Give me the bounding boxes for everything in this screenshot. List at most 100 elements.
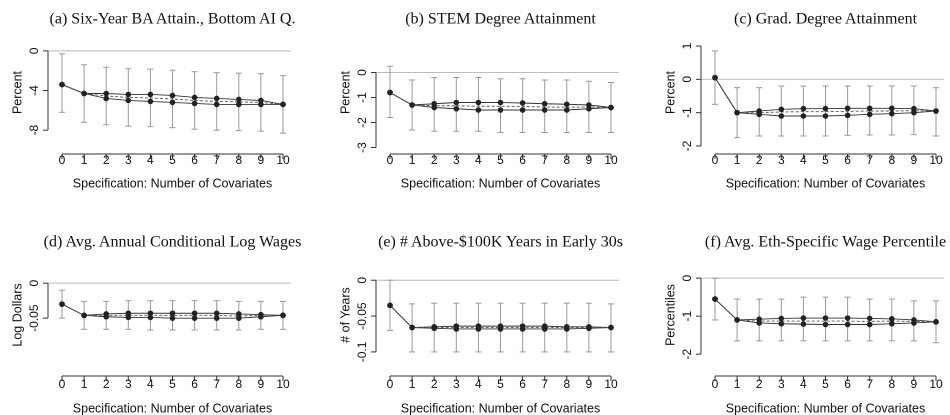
upper-point	[236, 96, 242, 103]
x-tick-label: 4	[147, 377, 154, 391]
y-tick-label: 1	[680, 42, 694, 49]
x-tick-label: 8	[563, 153, 570, 167]
upper-point	[191, 94, 198, 101]
x-tick-label: 10	[929, 153, 943, 167]
upper-point	[911, 105, 917, 112]
lower-point	[608, 104, 614, 111]
lower-point	[81, 90, 87, 97]
x-tick-label: 0	[59, 153, 66, 167]
y-tick-label: 0	[27, 47, 41, 54]
x-tick-label: 7	[213, 377, 220, 391]
lower-point	[933, 319, 939, 325]
x-tick-label: 7	[541, 153, 548, 167]
x-tick-label: 7	[866, 377, 873, 391]
lower-point	[756, 111, 762, 118]
upper-point	[519, 100, 526, 106]
x-tick-label: 9	[258, 153, 265, 167]
x-tick-label: 9	[586, 153, 593, 167]
x-axis-label: Specification: Number of Covariates	[726, 176, 925, 190]
lower-point	[453, 326, 460, 332]
y-tick-label: -2	[680, 140, 694, 151]
x-tick-label: 8	[235, 377, 242, 391]
x-tick-label: 10	[604, 377, 618, 391]
upper-point	[822, 315, 829, 321]
lower-point	[822, 321, 829, 328]
x-tick-label: 10	[276, 377, 290, 391]
y-tick-label: -1	[680, 310, 694, 321]
upper-point	[541, 100, 548, 107]
upper-point	[103, 90, 109, 97]
x-tick-label: 6	[844, 377, 851, 391]
lower-point	[280, 312, 286, 319]
lower-point	[778, 320, 785, 327]
y-tick-label: -4	[27, 85, 41, 96]
panel-title: (e) # Above-$100K Years in Early 30s	[378, 234, 623, 251]
middle-line	[714, 77, 937, 114]
x-tick-label: 2	[431, 153, 438, 167]
lower-point	[734, 109, 740, 116]
x-tick-label: 9	[911, 377, 918, 391]
lower-point	[564, 326, 570, 332]
upper-point	[564, 101, 570, 108]
upper-point	[258, 97, 264, 104]
x-tick-label: 1	[734, 153, 741, 167]
y-axis-label: Percent	[10, 70, 24, 114]
x-tick-label: 6	[191, 153, 198, 167]
upper-point	[822, 105, 829, 112]
upper-point	[800, 105, 807, 112]
y-tick-label: 0	[680, 76, 694, 83]
upper-point	[191, 310, 198, 317]
lower-point	[866, 111, 873, 118]
x-tick-label: 8	[888, 153, 895, 167]
lower-point	[103, 95, 109, 102]
upper-point	[213, 310, 220, 317]
upper-point	[125, 91, 132, 98]
lower-point	[59, 301, 65, 307]
y-axis-label: Percent	[338, 70, 352, 114]
upper-point	[147, 91, 154, 98]
lower-point	[169, 99, 176, 106]
lower-point	[756, 320, 762, 326]
y-tick-label: -1	[680, 107, 694, 118]
x-tick-label: 9	[911, 153, 918, 167]
upper-point	[125, 310, 132, 317]
x-tick-label: 6	[844, 153, 851, 167]
lower-point	[213, 101, 220, 108]
x-tick-label: 0	[59, 377, 66, 391]
lower-point	[280, 101, 286, 108]
lower-point	[387, 89, 393, 96]
y-tick-label: 0	[27, 280, 41, 287]
lower-point	[475, 326, 482, 332]
lower-point	[191, 315, 198, 321]
x-tick-label: 3	[125, 377, 132, 391]
x-tick-label: 1	[734, 377, 741, 391]
x-tick-label: 4	[800, 377, 807, 391]
middle-line	[389, 92, 612, 108]
x-tick-label: 0	[712, 153, 719, 167]
lower-point	[889, 110, 895, 117]
x-tick-label: 3	[453, 153, 460, 167]
x-axis-label: Specification: Number of Covariates	[401, 176, 600, 190]
x-tick-label: 5	[169, 377, 176, 391]
lower-point	[147, 98, 154, 105]
x-tick-label: 5	[169, 153, 176, 167]
lower-point	[387, 302, 393, 309]
x-tick-label: 1	[409, 377, 416, 391]
panel-title: (d) Avg. Annual Conditional Log Wages	[44, 234, 302, 251]
x-tick-label: 4	[475, 377, 482, 391]
lower-point	[712, 296, 718, 302]
y-tick-label: 0	[355, 277, 369, 284]
lower-point	[889, 320, 895, 327]
y-tick-label: 0	[680, 274, 694, 281]
middle-line	[61, 84, 284, 105]
upper-point	[866, 105, 873, 112]
upper-point	[453, 99, 460, 106]
y-tick-label: -0.05	[27, 304, 41, 332]
lower-point	[409, 102, 415, 108]
x-tick-label: 7	[866, 153, 873, 167]
lower-point	[822, 113, 829, 119]
lower-point	[844, 321, 851, 328]
x-axis-label: Specification: Number of Covariates	[73, 176, 272, 190]
upper-point	[778, 315, 785, 322]
